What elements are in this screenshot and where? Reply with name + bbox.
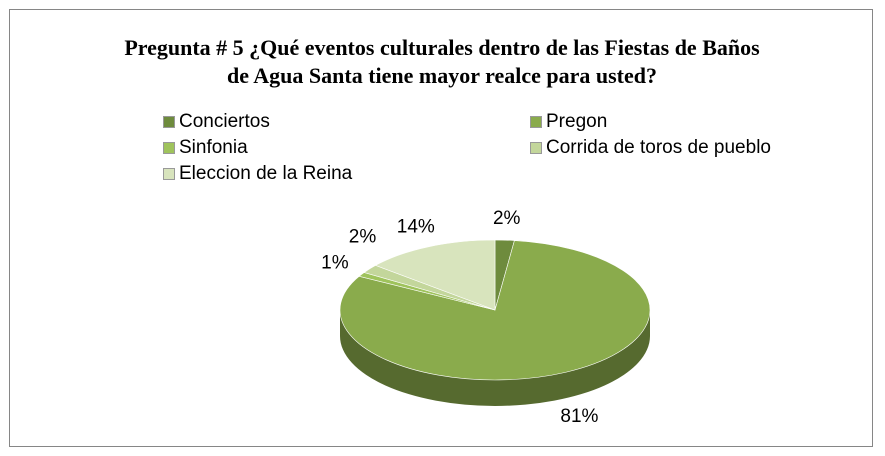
legend: Conciertos Pregon Sinfonia Corrida de toros…: [163, 110, 863, 186]
legend-label: Corrida de toros de pueblo: [546, 137, 771, 158]
data-label: 2%: [349, 227, 377, 248]
legend-label: Eleccion de la Reina: [179, 163, 353, 184]
legend-label: Conciertos: [179, 111, 270, 132]
legend-item: Corrida de toros de pueblo: [530, 136, 863, 160]
legend-swatch: [163, 116, 175, 128]
chart-frame: [9, 9, 873, 447]
legend-swatch: [163, 168, 175, 180]
legend-swatch: [163, 142, 175, 154]
legend-swatch: [530, 116, 542, 128]
legend-label: Sinfonia: [179, 137, 248, 158]
legend-item: Conciertos: [163, 110, 530, 134]
slice-side: [340, 310, 650, 406]
slice: [374, 239, 496, 311]
chart-title: Pregunta # 5 ¿Qué eventos culturales den…: [124, 35, 760, 88]
data-label: 2%: [493, 208, 521, 229]
data-label: 1%: [321, 253, 349, 274]
legend-item: Eleccion de la Reina: [163, 162, 530, 186]
legend-item: Pregon: [530, 110, 863, 134]
data-label: 14%: [397, 217, 435, 238]
data-label: 81%: [560, 406, 598, 427]
legend-swatch: [530, 142, 542, 154]
legend-label: Pregon: [546, 111, 608, 132]
legend-item: Sinfonia: [163, 136, 530, 160]
